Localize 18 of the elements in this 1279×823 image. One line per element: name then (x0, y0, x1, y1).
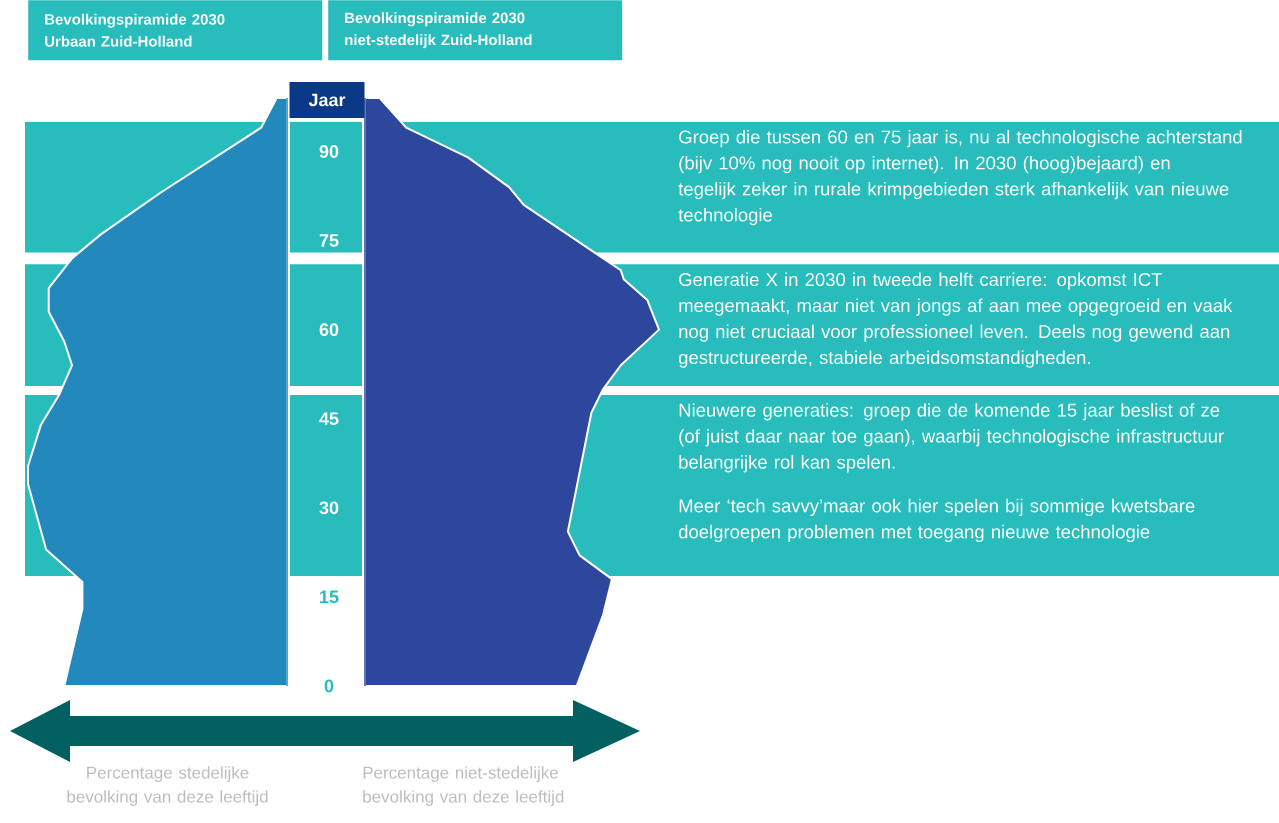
band-label: Nieuwere generaties: groep die de komende 15 jaar beslist of ze (of juist daar naar toe gaan), waarbij technologische infrastructuur belangrijke rol kan spelen. (679, 403, 1224, 473)
x-axis-title: Percentage stedelijke bevolking van deze leeftijd (67, 766, 268, 807)
y-axis-title: Jaar (308, 93, 346, 107)
y-tick-label: 75 (319, 234, 339, 247)
y-tick-label: 0 (324, 679, 334, 693)
y-tick-label: 60 (319, 323, 339, 337)
chart-title: Bevolkingspiramide 2030 (45, 13, 225, 28)
band-label: Generatie X in 2030 in tweede helft carriere: opkomst ICT meegemaakt, maar niet van jongs af aan mee opgegroeid en vaak nog niet cruciaal voor professioneel leven. Deels nog gewend aan gestructureerde, stabiele arbeidsomstandigheden. (678, 272, 1233, 368)
band-label: Groep die tussen 60 en 75 jaar is, nu al technologische achterstand (bijv 10% nog nooit op internet). In 2030 (hoog)bejaard) en tegelijk zeker in rurale krimpgebieden sterk afhankelijk van nieuwe technologie (678, 129, 1242, 226)
chart-subtitle: Urbaan Zuid-Holland (45, 35, 192, 47)
y-tick-label: 30 (319, 501, 339, 515)
y-tick-label: 90 (319, 145, 339, 158)
y-tick-label: 15 (320, 590, 339, 604)
text: Meer ‘tech savvy’maar ook hier spelen bij sommige kwetsbare doelgroepen problemen met toegang nieuwe technologie (678, 498, 1195, 543)
x-axis-title: Percentage niet-stedelijke bevolking van deze leeftijd (363, 766, 564, 807)
y-tick-label: 45 (319, 412, 339, 426)
chart-subtitle: niet-stedelijk Zuid-Holland (345, 34, 532, 49)
chart-title: Bevolkingspiramide 2030 (345, 12, 525, 27)
